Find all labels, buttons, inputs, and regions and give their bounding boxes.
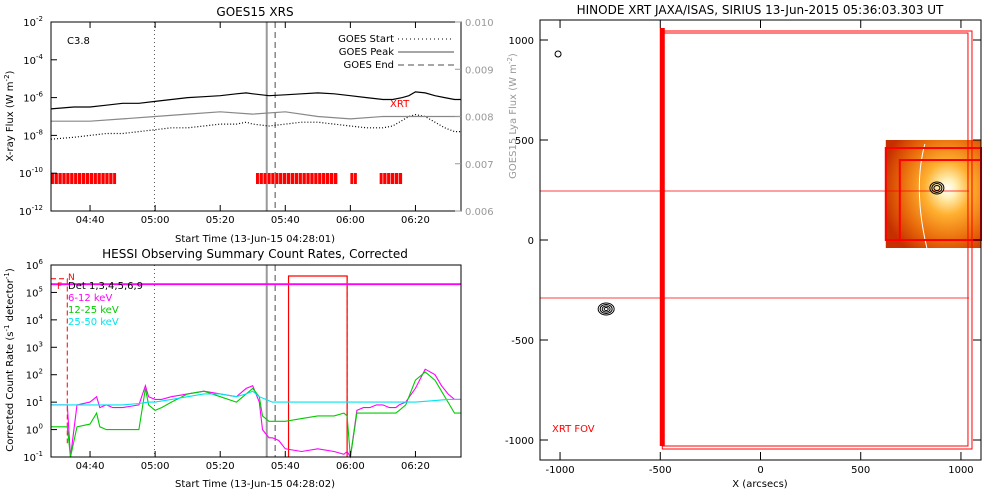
goes-long-channel-series: [50, 91, 461, 110]
xrt-axes: -1000 -500 0 500 1000 1000 500 0 -500 -1000: [505, 20, 981, 476]
hessi-ylabel: Corrected Count Rate (s-1 detector-1): [3, 268, 16, 452]
goes-ylabel: X-ray Flux (W m-2): [3, 70, 16, 161]
goes-y2tick-label: 0.010: [465, 18, 494, 29]
hessi-xtick-label: 06:20: [401, 461, 430, 472]
xrt-xlabel: X (arcsecs): [732, 479, 788, 490]
goes-flare-class: C3.8: [67, 36, 90, 47]
hessi-ytick-label: 103: [26, 340, 43, 354]
hessi-xtick-label: 06:00: [336, 461, 365, 472]
xrt-contour-2-ring-1: [599, 304, 613, 314]
hessi-xtick-label: 05:20: [206, 461, 235, 472]
hessi-flag-f: F: [57, 282, 62, 292]
hessi-title: HESSI Observing Summary Count Rates, Cor…: [102, 247, 408, 261]
goes-xtick-label: 04:40: [76, 215, 105, 226]
hessi-ytick-label: 101: [26, 395, 43, 409]
xrt-contour-3-ring-2: [933, 185, 941, 191]
hessi-xtick-label: 05:40: [271, 461, 300, 472]
goes-ytick-label: 10-12: [19, 204, 43, 218]
goes-ytick-label: 10-4: [23, 53, 43, 67]
hessi-ytick-label: 105: [26, 285, 43, 299]
hessi-flag-night: [287, 275, 348, 457]
hessi-6-12-series: [51, 368, 461, 459]
xrt-contour-1: [554, 50, 562, 58]
xrt-contour-3-ring-0: [929, 181, 945, 195]
hessi-ytick-label: 102: [26, 368, 43, 382]
goes-ytick-label: 10-6: [23, 91, 43, 105]
hessi-axes: 04:40 05:00 05:20 05:40 06:00 06:20 106 105 104 1…: [23, 258, 430, 472]
hessi-ytick-label: 100: [26, 423, 43, 437]
xrt-xtick-label: 500: [851, 465, 870, 476]
goes-ytick-label: 10-2: [23, 15, 43, 29]
xrt-ytick-label: 1000: [509, 36, 534, 47]
goes-xtick-label: 06:00: [336, 215, 365, 226]
goes-title: GOES15 XRS: [216, 5, 293, 19]
hessi-ytick-label: 104: [26, 313, 44, 327]
goes-legend-peak-label: GOES Peak: [339, 47, 394, 58]
hessi-xtick-label: 05:00: [141, 461, 170, 472]
hessi-ytick-label: 106: [26, 258, 44, 272]
xrt-ytick-label: 500: [515, 136, 534, 147]
goes-ytick-label: 10-10: [19, 166, 43, 180]
goes-ytick-label: 10-8: [23, 128, 43, 142]
xrt-xtick-label: -1000: [546, 465, 575, 476]
hessi-legend-6-12: 6-12 keV: [68, 293, 112, 304]
goes-y2tick-label: 0.009: [465, 65, 494, 76]
hessi-series-group: [51, 265, 461, 459]
xrt-contour-2-ring-3: [603, 307, 609, 311]
goes-y2tick-label: 0.007: [465, 160, 494, 171]
goes-axes: 04:40 05:00 05:20 05:40 06:00 06:20 10-2 10-4 10…: [19, 15, 494, 226]
hessi-xlabel: Start Time (13-Jun-15 04:28:02): [175, 479, 335, 490]
goes-legend-end-label: GOES End: [344, 60, 394, 71]
xrt-title: HINODE XRT JAXA/ISAS, SIRIUS 13-Jun-2015…: [577, 3, 944, 17]
xrt-ytick-label: -1000: [505, 436, 534, 447]
goes-y2label: GOES15 Lya Flux (W m-2): [506, 53, 519, 179]
hessi-12-25-series: [51, 371, 461, 458]
goes-xtick-label: 05:40: [271, 215, 300, 226]
goes-xlabel: Start Time (13-Jun-15 04:28:01): [175, 234, 335, 245]
goes-xrs-panel: GOES15 XRS 04:40 05:00 05:20 05:40 06:00 06:2…: [3, 5, 519, 245]
xrt-map-panel: HINODE XRT JAXA/ISAS, SIRIUS 13-Jun-2015…: [505, 3, 983, 490]
xrt-xtick-label: 1000: [948, 465, 973, 476]
goes-y2tick-label: 0.008: [465, 113, 494, 124]
hessi-legend-det: Det 1,3,4,5,6,9: [68, 281, 143, 292]
hessi-flag-left: [51, 278, 68, 444]
goes-legend-start-label: GOES Start: [338, 34, 394, 45]
xrt-contour-2-ring-2: [601, 305, 611, 313]
hessi-25-50-series: [51, 390, 461, 406]
xrt-xtick-label: -500: [649, 465, 672, 476]
goes-xrt-annotation: XRT: [390, 99, 410, 110]
goes-xrt-obs-bar-0: [51, 173, 117, 184]
xrt-contour-2-ring-0: [597, 302, 615, 316]
hessi-plot-frame: [50, 264, 462, 458]
xrt-ytick-label: 0: [528, 236, 534, 247]
xrt-image: [885, 140, 981, 248]
xrt-limb-arc: [918, 143, 928, 249]
goes-xtick-label: 06:20: [401, 215, 430, 226]
goes-xrt-obs-bar-3: [379, 173, 403, 184]
hessi-panel: HESSI Observing Summary Count Rates, Cor…: [3, 247, 462, 490]
goes-xtick-label: 05:00: [141, 215, 170, 226]
goes-lya-series: [51, 111, 461, 122]
xrt-contour-3-ring-1: [931, 183, 943, 193]
xrt-xtick-label: 0: [757, 465, 763, 476]
hessi-flag-n: N: [68, 273, 75, 283]
goes-xrt-obs-bar-1: [256, 173, 338, 184]
hessi-ytick-label: 10-1: [23, 450, 43, 464]
hessi-xtick-label: 04:40: [76, 461, 105, 472]
goes-y2tick-label: 0.006: [465, 207, 494, 218]
goes-xtick-label: 05:20: [206, 215, 235, 226]
hessi-legend-25-50: 25-50 keV: [68, 317, 119, 328]
goes-short-channel-series: [50, 113, 461, 140]
goes-series-group: [50, 22, 461, 211]
xrt-map-content: [540, 28, 983, 450]
xrt-ytick-label: -500: [511, 336, 534, 347]
hessi-legend-12-25: 12-25 keV: [68, 305, 119, 316]
xrt-fov-label: XRT FOV: [552, 424, 595, 435]
